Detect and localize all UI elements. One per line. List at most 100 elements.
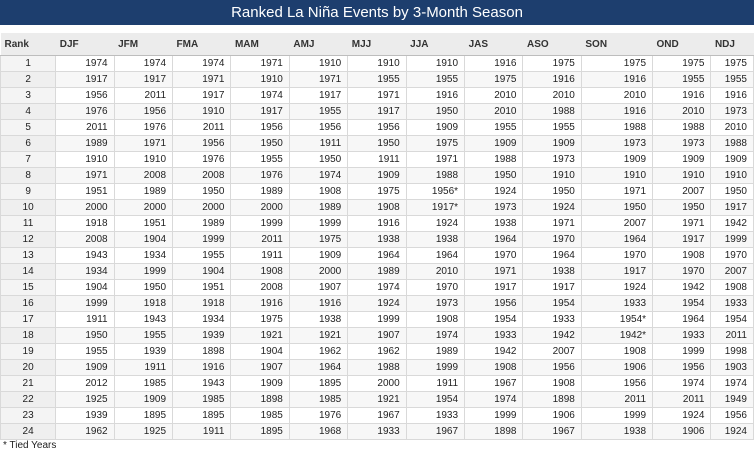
table-row: 14 1934 1999 1904 1908 2000 1989 2010 1971 1938 19… [0,263,754,280]
table-row: 16 1999 1918 1918 1916 1916 1924 1973 1956 1954 19… [0,295,754,312]
year-cell-ndj: 1942 [710,215,754,232]
year-cell-son: 1954* [581,311,654,328]
rank-cell: 18 [0,327,57,344]
year-cell-jas: 1973 [464,199,524,216]
year-cell-aso: 2010 [522,87,582,104]
year-cell-fma: 1976 [172,151,232,168]
year-cell-jfm: 1910 [114,151,174,168]
year-cell-djf: 2012 [55,375,115,392]
year-cell-aso: 1970 [522,231,582,248]
year-cell-jas: 1974 [464,391,524,408]
column-header-djf: DJF [55,33,115,56]
year-cell-amj: 1910 [289,55,349,72]
year-cell-amj: 1916 [289,295,349,312]
year-cell-jfm: 2011 [114,87,174,104]
year-cell-son: 1916 [581,103,654,120]
table-row: 5 2011 1976 2011 1956 1956 1956 1909 1955 1955 198… [0,119,754,136]
year-cell-aso: 1973 [522,151,582,168]
year-cell-mjj: 1962 [347,343,407,360]
year-cell-mam: 1999 [230,215,290,232]
rank-cell: 15 [0,279,57,296]
year-cell-jja: 1910 [406,55,466,72]
year-cell-son: 2007 [581,215,654,232]
year-cell-amj: 1895 [289,375,349,392]
year-cell-aso: 1898 [522,391,582,408]
year-cell-ond: 1999 [652,343,712,360]
column-header-jas: JAS [464,33,523,56]
year-cell-mjj: 1955 [347,71,407,88]
table-row: 3 1956 2011 1917 1974 1917 1971 1916 2010 2010 201… [0,87,754,104]
year-cell-djf: 2008 [55,231,115,248]
year-cell-amj: 1999 [289,215,349,232]
year-cell-mjj: 1909 [347,167,407,184]
year-cell-ond: 1908 [652,247,712,264]
year-cell-jja: 1950 [406,103,466,120]
year-cell-mjj: 1999 [347,311,407,328]
year-cell-jas: 1999 [464,407,524,424]
year-cell-amj: 1938 [289,311,349,328]
year-cell-aso: 1967 [522,423,582,440]
year-cell-djf: 1909 [55,359,115,376]
year-cell-aso: 1942 [522,327,582,344]
year-cell-fma: 1904 [172,263,232,280]
year-cell-son: 1917 [581,263,654,280]
year-cell-ond: 1916 [652,87,712,104]
year-cell-jfm: 1956 [114,103,174,120]
footnote: * Tied Years [3,440,57,451]
year-cell-jfm: 1974 [114,55,174,72]
year-cell-mjj: 1921 [347,391,407,408]
year-cell-jas: 1975 [464,71,524,88]
year-cell-jfm: 2008 [114,167,174,184]
rank-cell: 9 [0,183,57,200]
year-cell-mam: 1908 [230,263,290,280]
year-cell-djf: 1918 [55,215,115,232]
year-cell-jja: 1967 [406,423,466,440]
year-cell-aso: 1906 [522,407,582,424]
year-cell-mjj: 1989 [347,263,407,280]
year-cell-djf: 1955 [55,343,115,360]
year-cell-ndj: 1998 [710,343,754,360]
year-cell-fma: 2011 [172,119,232,136]
year-cell-ndj: 1909 [710,151,754,168]
year-cell-son: 1970 [581,247,654,264]
year-cell-amj: 1950 [289,151,349,168]
year-cell-djf: 2000 [55,199,115,216]
year-cell-mam: 1895 [230,423,290,440]
year-cell-son: 1973 [581,135,654,152]
year-cell-ond: 1950 [652,199,712,216]
year-cell-ond: 1955 [652,71,712,88]
year-cell-mam: 1907 [230,359,290,376]
year-cell-fma: 1951 [172,279,232,296]
year-cell-ndj: 1917 [710,199,754,216]
rank-cell: 22 [0,391,57,408]
year-cell-ond: 1954 [652,295,712,312]
rank-cell: 14 [0,263,57,280]
year-cell-fma: 1910 [172,103,232,120]
year-cell-fma: 1950 [172,183,232,200]
year-cell-ndj: 1988 [710,135,754,152]
year-cell-jja: 1938 [406,231,466,248]
year-cell-jja: 1909 [406,119,466,136]
rank-cell: 1 [0,55,57,72]
year-cell-son: 1975 [581,55,654,72]
year-cell-ond: 1909 [652,151,712,168]
year-cell-ond: 2007 [652,183,712,200]
year-cell-mjj: 1916 [347,215,407,232]
year-cell-mjj: 1907 [347,327,407,344]
year-cell-mam: 1917 [230,103,290,120]
year-cell-mjj: 1938 [347,231,407,248]
year-cell-fma: 1939 [172,327,232,344]
table-body: 1 1974 1974 1974 1971 1910 1910 1910 1916 1975 197… [0,55,754,440]
year-cell-aso: 1975 [522,55,582,72]
year-cell-jfm: 1943 [114,311,174,328]
year-cell-son: 1938 [581,423,654,440]
column-header-mam: MAM [230,33,290,56]
year-cell-amj: 1968 [289,423,349,440]
year-cell-ndj: 1933 [710,295,754,312]
year-cell-djf: 1934 [55,263,115,280]
year-cell-ndj: 1954 [710,311,754,328]
year-cell-djf: 1962 [55,423,115,440]
year-cell-ond: 2011 [652,391,712,408]
year-cell-mjj: 1911 [347,151,407,168]
year-cell-son: 1988 [581,119,654,136]
